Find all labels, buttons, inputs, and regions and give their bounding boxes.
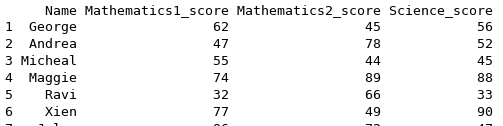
Text: Name Mathematics1_score Mathematics2_score Science_score
1  George              : Name Mathematics1_score Mathematics2_sco… (5, 4, 493, 126)
